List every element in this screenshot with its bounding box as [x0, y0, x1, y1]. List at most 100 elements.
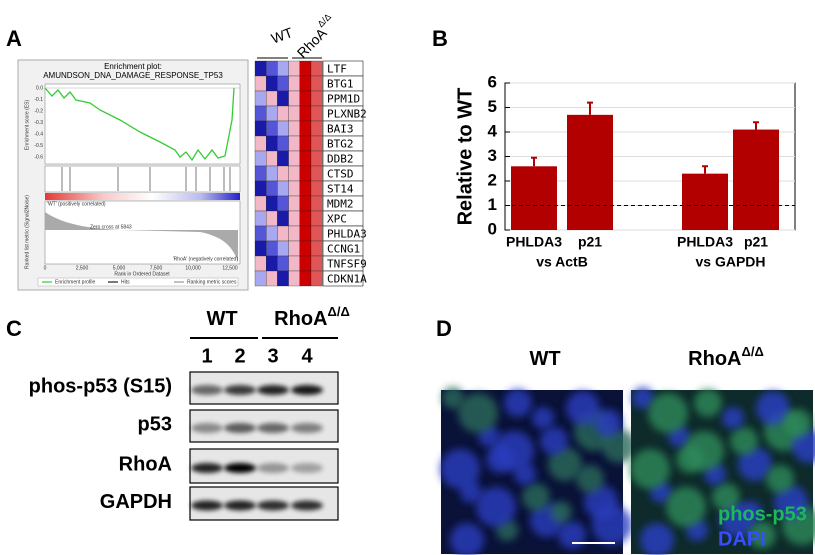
gene-label: CTSD: [327, 168, 354, 181]
heatmap-cell: [288, 180, 300, 197]
heatmap-cell: [288, 135, 300, 152]
legend-label: Hits: [121, 279, 130, 285]
microscopy: WT RhoAΔ/Δ phos-p53 DAPI: [440, 344, 815, 555]
group-label: vs ActB: [536, 254, 588, 270]
heatmap-cell: [254, 180, 267, 197]
heatmap-cell: [288, 120, 300, 137]
y-tick-label: 5: [488, 97, 497, 116]
stain-label: phos-p53: [718, 503, 807, 525]
cell: [648, 393, 688, 433]
heatmap-cell: [310, 180, 323, 197]
heatmap-cell: [266, 180, 278, 197]
heatmap-cell: [277, 135, 289, 152]
cell: [566, 391, 600, 425]
gene-label: PPM1D: [327, 93, 360, 106]
heatmap-cell: [254, 90, 267, 107]
heatmap-cell: [277, 240, 289, 257]
gene-label: CCNG1: [327, 243, 360, 256]
es-tick-label: -0.4: [34, 131, 43, 137]
blot-label: p53: [138, 413, 172, 435]
group-label: RhoAΔ/Δ: [274, 304, 350, 330]
heatmap-cell: [266, 90, 278, 107]
heatmap-cell: [299, 60, 312, 77]
heatmap-cell: [310, 90, 323, 107]
cell: [594, 409, 622, 437]
y-tick-label: 3: [488, 146, 497, 165]
heatmap-cell: [254, 75, 267, 92]
heatmap-cell: [277, 150, 289, 167]
heatmap-cell: [299, 240, 312, 257]
band: [224, 385, 256, 395]
heatmap-cell: [299, 270, 312, 287]
rank-tick-label: 5,000: [113, 265, 126, 271]
cell: [440, 449, 480, 489]
group-superscript: Δ/Δ: [742, 344, 764, 359]
heatmap-cell: [266, 135, 278, 152]
error-bar: [702, 165, 708, 174]
rank-tick-label: 12,500: [222, 265, 238, 271]
stain-label: DAPI: [718, 528, 766, 550]
cell: [602, 429, 636, 463]
panel-label: A: [6, 26, 22, 51]
bar: [682, 173, 728, 230]
cell: [640, 523, 674, 555]
error-bar: [753, 121, 759, 130]
lane-label: 1: [201, 345, 212, 367]
heatmap-cell: [254, 120, 267, 137]
cell: [722, 407, 744, 429]
heatmap-cell: [277, 120, 289, 137]
x-tick-label: PHLDA3: [677, 234, 733, 250]
bar: [567, 114, 613, 230]
heatmap-cell: [288, 270, 300, 287]
group-name: RhoA: [274, 308, 327, 330]
cell: [774, 485, 808, 519]
band: [257, 423, 289, 433]
gene-label: PLXNB2: [327, 108, 367, 121]
heatmap-cell: [266, 255, 278, 272]
heatmap-cell: [254, 210, 267, 227]
cell: [766, 465, 794, 493]
heatmap-cell: [266, 195, 278, 212]
band: [224, 500, 256, 511]
cell: [666, 487, 706, 527]
cell: [684, 431, 724, 471]
es-tick-label: 0.0: [36, 85, 43, 91]
group-name: WT: [206, 308, 237, 330]
hits-plot: [44, 165, 241, 193]
heatmap-cell: [299, 255, 312, 272]
band: [191, 500, 223, 511]
x-tick-label: PHLDA3: [506, 234, 562, 250]
cell: [730, 427, 758, 455]
es-tick-label: -0.5: [34, 143, 43, 149]
cell: [522, 483, 550, 511]
error-bar: [531, 156, 537, 167]
cell: [476, 487, 516, 527]
heatmap-cell: [266, 60, 278, 77]
heatmap-cell: [288, 255, 300, 272]
group-name: WT: [529, 348, 560, 370]
group-name: WT: [269, 24, 295, 47]
cell: [532, 407, 554, 429]
heatmap-cell: [266, 150, 278, 167]
cell: [450, 523, 484, 555]
heatmap-cell: [310, 195, 323, 212]
heatmap-cell: [254, 255, 267, 272]
band: [191, 463, 223, 473]
heatmap-cell: [299, 165, 312, 182]
heatmap-cell: [254, 135, 267, 152]
es-tick-label: -0.2: [34, 108, 43, 114]
es-label: Enrichment score (ES): [24, 100, 30, 151]
heatmap-cell: [310, 255, 323, 272]
heatmap-cell: [266, 210, 278, 227]
cell: [738, 447, 772, 481]
heatmap-cell: [310, 120, 323, 137]
heatmap-cell: [299, 105, 312, 122]
heatmap-cell: [266, 120, 278, 137]
heatmap-cell: [277, 180, 289, 197]
group-name: RhoA: [293, 24, 330, 61]
x-label: Rank in Ordered Dataset: [114, 271, 170, 277]
metric-label: Ranked list metric (Signal2Noise): [24, 195, 30, 269]
gene-label: DDB2: [327, 153, 354, 166]
